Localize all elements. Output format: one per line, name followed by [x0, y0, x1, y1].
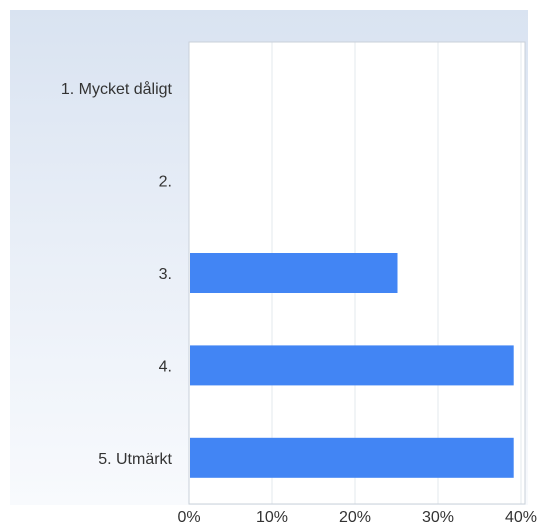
category-label: 4. — [159, 358, 172, 375]
plot-frame — [188, 41, 526, 505]
bar[interactable] — [190, 253, 398, 293]
bar[interactable] — [190, 345, 514, 386]
x-tick-label: 0% — [177, 509, 200, 526]
x-tick-label: 20% — [339, 509, 371, 526]
bar[interactable] — [190, 437, 514, 478]
x-tick-label: 40% — [505, 509, 537, 526]
category-label: 1. Mycket dåligt — [61, 80, 173, 98]
category-label: 5. Utmärkt — [98, 451, 172, 468]
x-tick-label: 30% — [422, 509, 454, 526]
x-tick-label: 10% — [256, 509, 288, 526]
category-label: 2. — [159, 174, 172, 191]
category-label: 3. — [159, 266, 172, 283]
